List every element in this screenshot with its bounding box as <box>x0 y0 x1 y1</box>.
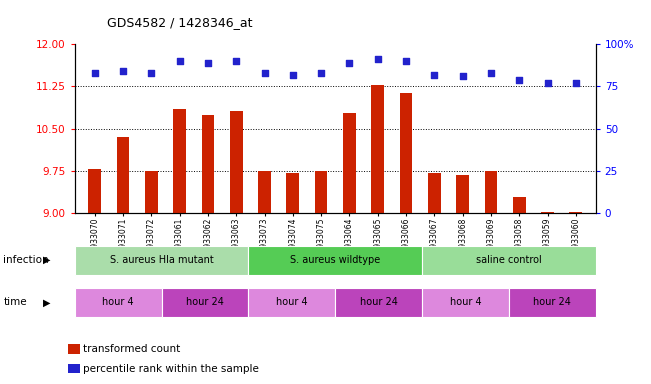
Bar <box>173 109 186 384</box>
Point <box>372 56 383 63</box>
Point <box>202 60 213 66</box>
Bar <box>541 212 554 384</box>
Text: transformed count: transformed count <box>83 344 180 354</box>
Bar <box>343 113 356 384</box>
Bar <box>117 137 130 384</box>
Point <box>89 70 100 76</box>
Bar <box>400 93 412 384</box>
Point <box>288 71 298 78</box>
Text: percentile rank within the sample: percentile rank within the sample <box>83 364 259 374</box>
Point <box>174 58 185 64</box>
Text: S. aureus wildtype: S. aureus wildtype <box>290 255 380 265</box>
Bar <box>145 171 158 384</box>
Bar <box>570 212 582 384</box>
Point <box>458 73 468 79</box>
Bar <box>230 111 243 384</box>
Text: infection: infection <box>3 255 49 265</box>
Bar <box>258 171 271 384</box>
Bar <box>456 175 469 384</box>
Point <box>316 70 326 76</box>
Bar <box>484 171 497 384</box>
Text: S. aureus Hla mutant: S. aureus Hla mutant <box>110 255 214 265</box>
Text: ▶: ▶ <box>43 297 51 308</box>
Point <box>486 70 496 76</box>
Text: hour 24: hour 24 <box>186 297 224 308</box>
Text: GDS4582 / 1428346_at: GDS4582 / 1428346_at <box>107 16 253 29</box>
Text: hour 4: hour 4 <box>102 297 134 308</box>
Point <box>344 60 355 66</box>
Point <box>259 70 270 76</box>
Point <box>571 80 581 86</box>
Point <box>429 71 439 78</box>
Text: hour 24: hour 24 <box>533 297 571 308</box>
Text: hour 24: hour 24 <box>360 297 398 308</box>
Bar <box>286 172 299 384</box>
Bar <box>89 169 101 384</box>
Text: hour 4: hour 4 <box>276 297 308 308</box>
Text: saline control: saline control <box>476 255 542 265</box>
Bar <box>202 114 214 384</box>
Point <box>514 76 525 83</box>
Bar <box>513 197 525 384</box>
Bar <box>314 171 327 384</box>
Text: hour 4: hour 4 <box>450 297 481 308</box>
Point <box>118 68 128 74</box>
Point <box>401 58 411 64</box>
Text: ▶: ▶ <box>43 255 51 265</box>
Point <box>542 80 553 86</box>
Point <box>146 70 156 76</box>
Bar <box>428 172 441 384</box>
Text: time: time <box>3 297 27 308</box>
Point <box>231 58 242 64</box>
Bar <box>371 85 384 384</box>
